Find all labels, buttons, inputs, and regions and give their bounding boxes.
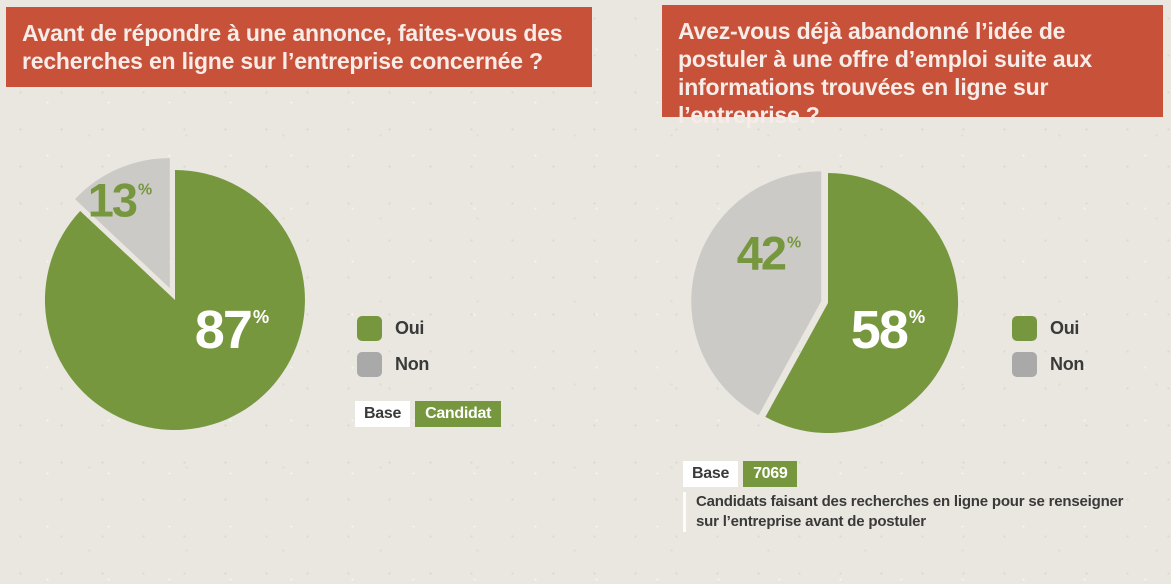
- legend-right: Oui Non: [1012, 316, 1084, 377]
- pie-right-oui-label: 58%: [851, 299, 925, 361]
- non-legend-label: Non: [395, 354, 430, 374]
- legend-row-oui: Oui: [1012, 316, 1084, 341]
- pie-right-slice-oui: [765, 172, 959, 433]
- base-badge-right: Base 7069: [683, 461, 798, 487]
- pie-left-slice-non: [75, 158, 170, 289]
- pie-right-non-value: 42: [736, 226, 787, 280]
- percent-sign: %: [252, 306, 270, 328]
- pie-left-non-value: 13: [87, 173, 138, 227]
- pie-left-slice-oui: [44, 170, 305, 430]
- base-value: Candidat: [415, 401, 502, 427]
- oui-color-swatch: [1012, 316, 1037, 341]
- legend-row-non: Non: [1012, 352, 1084, 377]
- legend-left: Oui Non: [357, 316, 429, 377]
- oui-legend-label: Oui: [1050, 318, 1080, 338]
- base-label: Base: [355, 401, 411, 427]
- percent-sign: %: [138, 181, 153, 199]
- pie-left-non-label: 13%: [88, 173, 152, 228]
- question-box-left: Avant de répondre à une annonce, faites-…: [6, 7, 592, 87]
- non-color-swatch: [357, 352, 382, 377]
- pie-left-oui-label: 87%: [195, 299, 269, 361]
- legend-row-non: Non: [357, 352, 429, 377]
- pie-left-oui-value: 87: [194, 300, 253, 360]
- legend-row-oui: Oui: [357, 316, 429, 341]
- pie-right-svg: [691, 171, 959, 433]
- percent-sign: %: [787, 234, 802, 252]
- pie-right-oui-value: 58: [850, 300, 909, 360]
- pie-right-non-label: 42%: [737, 226, 801, 281]
- question-box-right: Avez-vous déjà abandonné l’idée de postu…: [662, 5, 1163, 128]
- oui-color-swatch: [357, 316, 382, 341]
- question-left-text: Avant de répondre à une annonce, faites-…: [22, 20, 563, 74]
- base-badge-left: Base Candidat: [355, 401, 502, 427]
- percent-sign: %: [908, 306, 926, 328]
- pie-chart-left: 13% 87%: [25, 150, 325, 450]
- base-caption-right: Candidats faisant des recherches en lign…: [683, 492, 1135, 532]
- non-legend-label: Non: [1050, 354, 1085, 374]
- oui-legend-label: Oui: [395, 318, 425, 338]
- pie-left-svg: [44, 158, 305, 430]
- pie-right-slice-non: [691, 171, 822, 416]
- question-right-text: Avez-vous déjà abandonné l’idée de postu…: [678, 18, 1092, 128]
- non-color-swatch: [1012, 352, 1037, 377]
- base-label: Base: [683, 461, 739, 487]
- pie-chart-right: 42% 58%: [678, 153, 978, 453]
- base-value: 7069: [743, 461, 798, 487]
